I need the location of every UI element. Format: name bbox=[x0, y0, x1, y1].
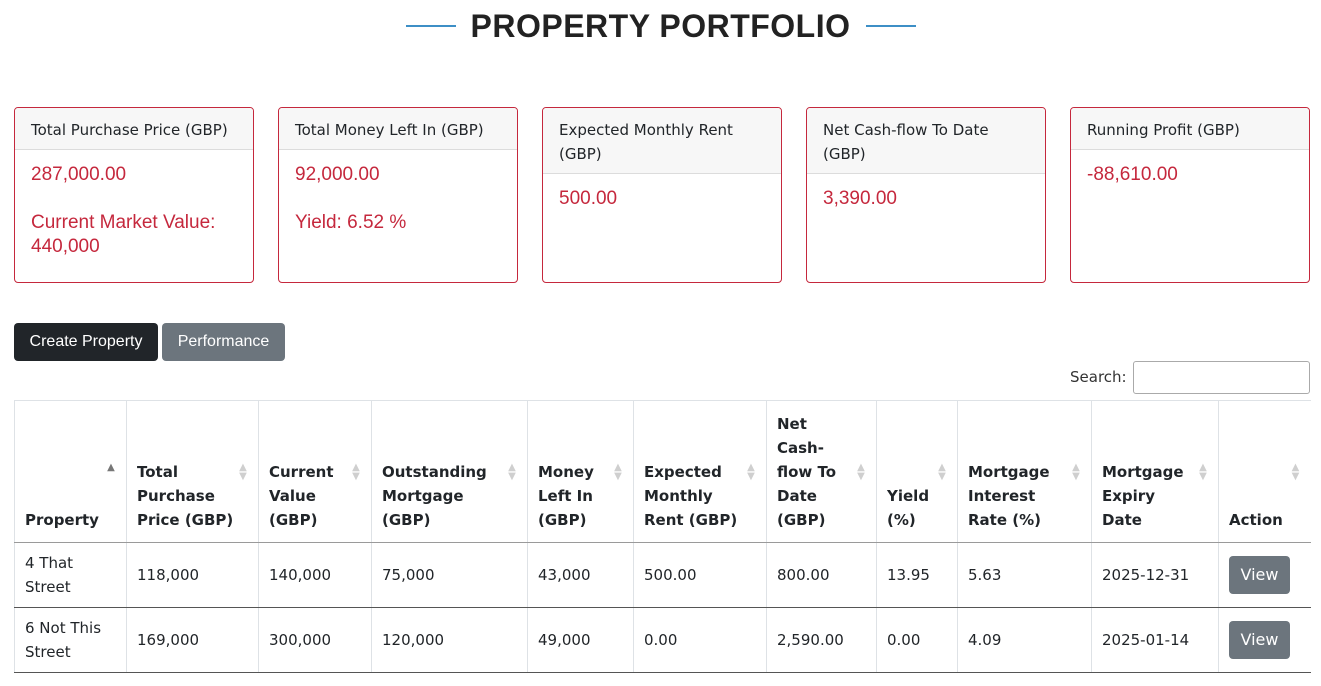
column-label: Mortgage Interest Rate (%) bbox=[968, 463, 1050, 529]
column-label: Property bbox=[25, 511, 99, 529]
cell-yield: 0.00 bbox=[876, 607, 958, 673]
cell-outstanding-mortgage: 120,000 bbox=[371, 607, 528, 673]
page-title: PROPERTY PORTFOLIO bbox=[470, 8, 851, 44]
card-header: Running Profit (GBP) bbox=[1071, 108, 1309, 150]
sort-icon: ▲ ▼ bbox=[352, 462, 360, 482]
column-label: Mortgage Expiry Date bbox=[1102, 463, 1184, 529]
cell-property: 6 Not This Street bbox=[14, 607, 127, 673]
column-label: Action bbox=[1229, 511, 1283, 529]
card-header: Net Cash-flow To Date (GBP) bbox=[807, 108, 1045, 174]
table-row: 4 That Street 118,000 140,000 75,000 43,… bbox=[14, 542, 1311, 608]
card-value: 92,000.00 bbox=[295, 164, 380, 185]
page-title-container: PROPERTY PORTFOLIO bbox=[0, 6, 1321, 46]
view-button[interactable]: View bbox=[1229, 556, 1290, 594]
summary-cards: Total Purchase Price (GBP) 287,000.00 Cu… bbox=[14, 107, 1310, 283]
column-header-current-value[interactable]: Current Value (GBP) ▲ ▼ bbox=[258, 400, 372, 543]
cell-net-cashflow: 800.00 bbox=[766, 542, 877, 608]
card-value: 500.00 bbox=[559, 188, 618, 209]
cell-interest-rate: 4.09 bbox=[957, 607, 1092, 673]
column-label: Current Value (GBP) bbox=[269, 463, 334, 529]
card-value: 3,390.00 bbox=[823, 188, 897, 209]
sort-icon: ▲ ▼ bbox=[1199, 462, 1207, 482]
property-table: Property ▲ Total Purchase Price (GBP) ▲ ▼ C… bbox=[14, 400, 1311, 673]
column-header-net-cashflow[interactable]: Net Cash-flow To Date (GBP) ▲ ▼ bbox=[766, 400, 877, 543]
sort-icon: ▲ ▼ bbox=[1291, 462, 1300, 482]
column-label: Yield (%) bbox=[887, 487, 930, 529]
card-subvalue: Current Market Value: 440,000 bbox=[31, 212, 216, 257]
column-header-action[interactable]: Action ▲ ▼ bbox=[1218, 400, 1311, 543]
performance-button[interactable]: Performance bbox=[162, 323, 285, 361]
table-header-row: Property ▲ Total Purchase Price (GBP) ▲ ▼ C… bbox=[14, 400, 1311, 543]
cell-expiry-date: 2025-01-14 bbox=[1091, 607, 1219, 673]
cell-interest-rate: 5.63 bbox=[957, 542, 1092, 608]
cell-yield: 13.95 bbox=[876, 542, 958, 608]
cell-property: 4 That Street bbox=[14, 542, 127, 608]
cell-net-cashflow: 2,590.00 bbox=[766, 607, 877, 673]
column-header-mortgage-expiry-date[interactable]: Mortgage Expiry Date ▲ ▼ bbox=[1091, 400, 1219, 543]
sort-icon: ▲ ▼ bbox=[857, 462, 865, 482]
sort-icon: ▲ ▼ bbox=[614, 462, 622, 482]
column-label: Net Cash-flow To Date (GBP) bbox=[777, 415, 837, 529]
sort-icon: ▲ ▼ bbox=[239, 462, 247, 482]
sort-icon: ▲ ▼ bbox=[1072, 462, 1080, 482]
card-header: Total Money Left In (GBP) bbox=[279, 108, 517, 150]
column-label: Total Purchase Price (GBP) bbox=[137, 463, 234, 529]
cell-action: View bbox=[1218, 542, 1311, 608]
column-header-mortgage-interest-rate[interactable]: Mortgage Interest Rate (%) ▲ ▼ bbox=[957, 400, 1092, 543]
sort-icon: ▲ ▼ bbox=[747, 462, 755, 482]
card-subvalue: Yield: 6.52 % bbox=[295, 212, 407, 233]
cell-current-value: 140,000 bbox=[258, 542, 372, 608]
cell-money-left-in: 49,000 bbox=[527, 607, 634, 673]
card-net-cashflow: Net Cash-flow To Date (GBP) 3,390.00 bbox=[806, 107, 1046, 283]
cell-expected-rent: 500.00 bbox=[633, 542, 767, 608]
title-line-left bbox=[405, 25, 456, 27]
column-header-yield[interactable]: Yield (%) ▲ ▼ bbox=[876, 400, 958, 543]
cell-money-left-in: 43,000 bbox=[527, 542, 634, 608]
sort-icon: ▲ ▼ bbox=[508, 462, 516, 482]
column-label: Money Left In (GBP) bbox=[538, 463, 594, 529]
create-property-button[interactable]: Create Property bbox=[14, 323, 158, 361]
cell-expiry-date: 2025-12-31 bbox=[1091, 542, 1219, 608]
card-total-money-left-in: Total Money Left In (GBP) 92,000.00 Yiel… bbox=[278, 107, 518, 283]
column-header-money-left-in[interactable]: Money Left In (GBP) ▲ ▼ bbox=[527, 400, 634, 543]
view-button[interactable]: View bbox=[1229, 621, 1290, 659]
card-header: Expected Monthly Rent (GBP) bbox=[543, 108, 781, 174]
title-line-right bbox=[865, 25, 916, 27]
search-input[interactable] bbox=[1133, 361, 1310, 394]
card-value: 287,000.00 bbox=[31, 164, 127, 185]
card-value: -88,610.00 bbox=[1087, 164, 1178, 185]
column-header-outstanding-mortgage[interactable]: Outstanding Mortgage (GBP) ▲ ▼ bbox=[371, 400, 528, 543]
card-body: 3,390.00 bbox=[807, 174, 1045, 211]
card-body: 500.00 bbox=[543, 174, 781, 211]
search-label: Search: bbox=[1070, 368, 1127, 386]
cell-total-purchase-price: 169,000 bbox=[126, 607, 259, 673]
card-expected-monthly-rent: Expected Monthly Rent (GBP) 500.00 bbox=[542, 107, 782, 283]
card-running-profit: Running Profit (GBP) -88,610.00 bbox=[1070, 107, 1310, 283]
column-label: Expected Monthly Rent (GBP) bbox=[644, 463, 738, 529]
cell-total-purchase-price: 118,000 bbox=[126, 542, 259, 608]
sort-icon: ▲ ▼ bbox=[938, 462, 946, 482]
cell-action: View bbox=[1218, 607, 1311, 673]
card-total-purchase-price: Total Purchase Price (GBP) 287,000.00 Cu… bbox=[14, 107, 254, 283]
column-header-total-purchase-price[interactable]: Total Purchase Price (GBP) ▲ ▼ bbox=[126, 400, 259, 543]
cell-current-value: 300,000 bbox=[258, 607, 372, 673]
card-body: -88,610.00 bbox=[1071, 150, 1309, 187]
cell-expected-rent: 0.00 bbox=[633, 607, 767, 673]
cell-outstanding-mortgage: 75,000 bbox=[371, 542, 528, 608]
card-body: 92,000.00 Yield: 6.52 % bbox=[279, 150, 517, 235]
column-label: Outstanding Mortgage (GBP) bbox=[382, 463, 487, 529]
sort-asc-icon: ▲ bbox=[107, 462, 115, 473]
column-header-property[interactable]: Property ▲ bbox=[14, 400, 127, 543]
card-body: 287,000.00 Current Market Value: 440,000 bbox=[15, 150, 253, 259]
column-header-expected-monthly-rent[interactable]: Expected Monthly Rent (GBP) ▲ ▼ bbox=[633, 400, 767, 543]
table-row: 6 Not This Street 169,000 300,000 120,00… bbox=[14, 607, 1311, 673]
card-header: Total Purchase Price (GBP) bbox=[15, 108, 253, 150]
